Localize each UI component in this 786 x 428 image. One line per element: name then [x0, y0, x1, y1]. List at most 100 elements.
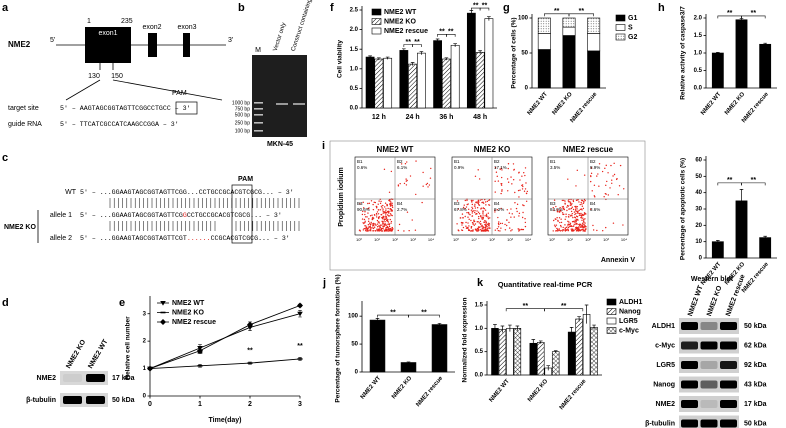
flow-event [597, 173, 599, 175]
gel-band [293, 103, 305, 105]
error-bar [385, 56, 390, 60]
bar [417, 52, 426, 109]
flow-event [622, 224, 624, 226]
flow-event [370, 221, 372, 224]
flow-event [500, 192, 502, 195]
flow-event [385, 228, 387, 230]
y-axis-label: Percentage of tumorsphere formation (%) [335, 274, 342, 402]
flow-event [477, 200, 480, 202]
flow-event [574, 217, 577, 219]
flow-event [388, 224, 391, 226]
flow-event [575, 230, 578, 232]
quadrant-percentage: 0.6% [357, 165, 367, 170]
flow-event [481, 218, 483, 220]
error-bar [763, 42, 767, 46]
flow-event [385, 210, 387, 212]
flow-event [373, 226, 376, 228]
flow-event [486, 223, 489, 225]
flow-event [524, 218, 526, 220]
flow-event [557, 219, 559, 222]
flow-event [484, 225, 487, 227]
flow-event [585, 226, 587, 228]
flow-event [381, 216, 383, 219]
flow-event [611, 182, 613, 184]
flow-event [482, 210, 484, 212]
flow-event [494, 211, 496, 213]
flow-event [500, 167, 502, 170]
flow-event [382, 226, 384, 228]
marker [197, 347, 203, 354]
flow-event [484, 201, 487, 203]
flow-event [379, 227, 381, 229]
flow-event [566, 228, 569, 230]
ladder-label: 750 bp [235, 106, 251, 112]
blot-band [681, 380, 698, 389]
flow-event [384, 220, 386, 223]
flow-event [365, 225, 367, 227]
alignment: c PAM NME2 KO [2, 152, 253, 244]
flow-event [562, 226, 564, 229]
flow-event [553, 224, 556, 226]
flow-event [375, 212, 378, 215]
flow-event [516, 203, 519, 206]
flow-event [494, 191, 496, 193]
flow-event [466, 211, 468, 214]
error-bar [569, 327, 574, 337]
flow-event [501, 190, 503, 192]
flow-event [575, 215, 578, 217]
flow-event [472, 222, 474, 224]
flow-event [571, 215, 573, 217]
flow-event [482, 207, 485, 209]
error-bar [553, 350, 558, 353]
series-line [149, 358, 301, 370]
sequence: 5' – ...GGAAGTAGCGGTAGTTCGG...CCTGCCGCAC… [80, 189, 294, 196]
flow-event [567, 216, 570, 218]
flow-event [385, 218, 387, 220]
flow-event [383, 206, 386, 208]
y-tick-label: 0.5 [475, 349, 484, 355]
error-bar [410, 62, 415, 66]
flow-event [524, 221, 527, 224]
flow-event [612, 222, 615, 224]
annotation: ** [406, 39, 412, 46]
flow-event [481, 217, 483, 219]
flow-event [389, 213, 392, 215]
sequence: 5' – ...GGAAGTAGCGGTAGTTCGT......CCGCACG… [80, 235, 290, 242]
flow-event [501, 169, 503, 171]
flow-event [475, 201, 477, 204]
y-tick-label: 0 [525, 86, 529, 92]
flow-event [468, 218, 470, 221]
gel-band [254, 102, 263, 104]
flow-event [511, 229, 513, 231]
flow-event [582, 220, 585, 222]
y-axis-label: Relative activity of caspase3/7 [680, 6, 687, 100]
flow-event [415, 193, 417, 196]
flow-event [368, 207, 370, 209]
flow-event [486, 228, 488, 230]
y-tick-label: 100 [348, 314, 359, 320]
flow-event [553, 219, 555, 222]
quadrant-name: B3 [550, 201, 556, 206]
flow-event [555, 224, 558, 226]
flow-event [427, 186, 429, 188]
flow-event [376, 229, 378, 232]
bar [513, 328, 522, 376]
flow-event [589, 208, 592, 210]
pam-box [175, 101, 198, 115]
x-axis-label: Annexin V [601, 257, 636, 264]
flow-event [487, 212, 489, 214]
flow-event [377, 221, 379, 223]
flow-event [471, 208, 474, 210]
y-tick-label: 60 [695, 158, 702, 164]
x-tick-label: NME2 WT [527, 91, 550, 116]
size-label: 50 kDa [744, 323, 767, 330]
flow-event [618, 185, 621, 187]
flow-event [461, 213, 464, 215]
flow-event [578, 214, 581, 217]
flow-event [581, 205, 584, 207]
flow-event [486, 225, 488, 228]
flow-event [390, 170, 393, 173]
sequence-part: CCGCACGTCGCG... – 3' [211, 235, 290, 242]
flow-event [376, 223, 379, 225]
flow-event [406, 179, 408, 182]
